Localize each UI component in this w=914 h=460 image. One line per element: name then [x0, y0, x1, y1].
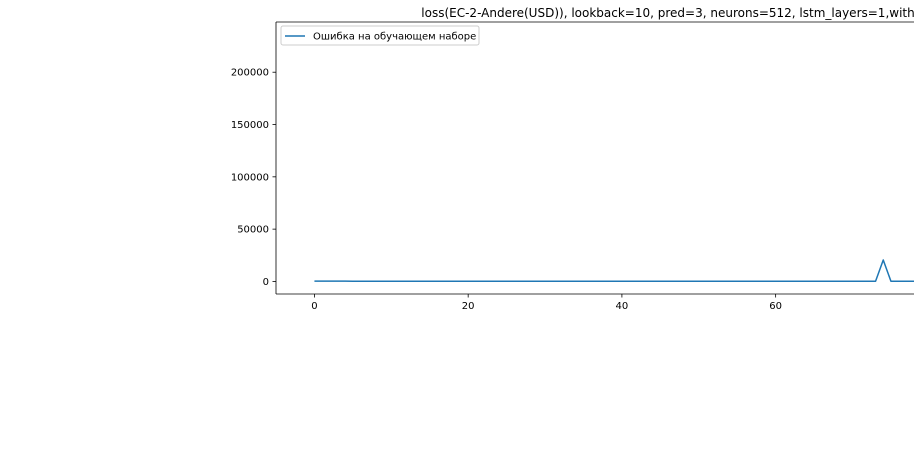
y-tick-label: 50000 [237, 225, 269, 236]
ticks: 0 20 40 60 0 50000 100000 150000 200000 [231, 68, 782, 312]
y-tick-label: 100000 [231, 172, 269, 183]
legend-label: Ошибка на обучающем наборе [313, 32, 476, 43]
chart-title: loss(EC-2-Andere(USD)), lookback=10, pre… [421, 6, 914, 20]
series-layer [314, 259, 914, 282]
x-tick-label: 60 [769, 301, 782, 312]
series-line-0 [314, 259, 914, 282]
y-tick-label: 200000 [231, 68, 269, 79]
axes [275, 21, 914, 295]
x-tick-label: 0 [311, 301, 317, 312]
x-tick-label: 20 [462, 301, 475, 312]
y-tick-label: 0 [263, 277, 269, 288]
legend: Ошибка на обучающем наборе [280, 25, 480, 46]
y-tick-label: 150000 [231, 120, 269, 131]
x-tick-label: 40 [616, 301, 629, 312]
legend-box [280, 25, 480, 46]
